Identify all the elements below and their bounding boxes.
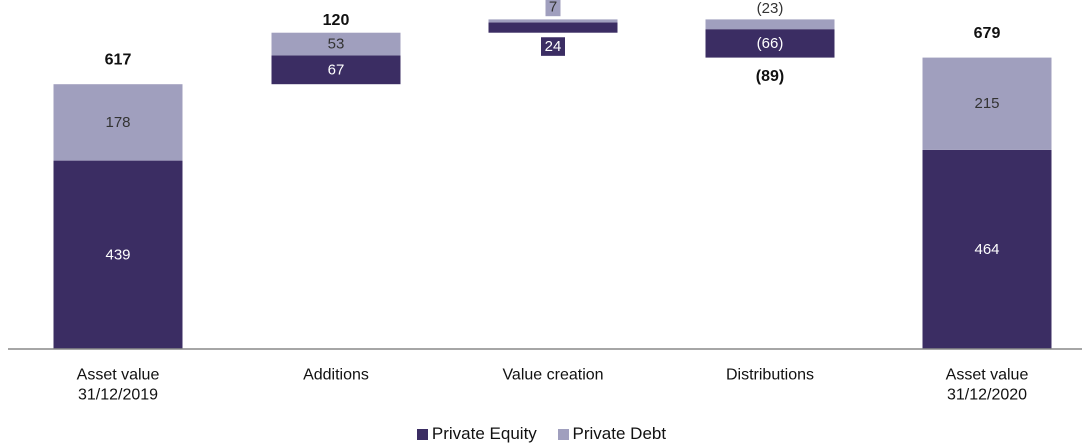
bar-2-total-label: 120 <box>323 12 350 29</box>
legend-item-private-debt: Private Debt <box>557 424 667 444</box>
x-tick-label-3: Value creation <box>502 367 603 384</box>
x-tick-label-5-line-2: 31/12/2020 <box>947 387 1027 404</box>
bar-4-private-equity <box>705 29 835 58</box>
bar-2-private-equity <box>271 55 401 85</box>
x-tick-label-5-line-1: Asset value <box>946 367 1029 384</box>
bar-1-private-equity <box>53 160 183 349</box>
bar-3-private-equity <box>488 22 618 33</box>
bar-2-pe-label: 67 <box>328 61 345 78</box>
bar-3-private-debt <box>488 19 618 23</box>
bars-group <box>53 19 1052 349</box>
bar-2-pd-label: 53 <box>328 36 345 53</box>
legend-label-private-debt: Private Debt <box>572 424 667 443</box>
legend-swatch-private-debt <box>557 429 569 440</box>
bar-1-total-label: 617 <box>105 52 132 69</box>
bar-5-pd-label: 215 <box>974 95 999 112</box>
x-tick-label-1-line-2: 31/12/2019 <box>78 387 158 404</box>
bar-4-pe-label: (66) <box>757 35 784 52</box>
x-tick-label-4: Distributions <box>726 367 814 384</box>
legend-swatch-private-equity <box>416 429 428 440</box>
bar-3-pd-label-bg <box>545 0 561 17</box>
bar-1-pe-label: 439 <box>105 246 130 263</box>
bar-3-pe-label: 24 <box>545 38 562 55</box>
bar-4-private-debt <box>705 19 835 30</box>
x-tick-label-1-line-1: Asset value <box>77 367 160 384</box>
bar-1-pd-label: 178 <box>105 114 130 131</box>
bar-1-private-debt <box>53 84 183 161</box>
bar-5-pe-label: 464 <box>974 241 999 258</box>
bar-5-private-equity <box>922 149 1052 349</box>
legend-item-private-equity: Private Equity <box>416 424 537 444</box>
bar-3-pe-label-bg <box>541 37 565 56</box>
legend-label-private-equity: Private Equity <box>431 424 537 443</box>
bar-4-pd-label: (23) <box>757 0 784 17</box>
bar-3-pd-label: 7 <box>549 0 557 15</box>
legend: Private Equity Private Debt <box>0 424 1083 444</box>
labels-group: 439178617675312024731(66)(23)(89)4642156… <box>105 0 1001 263</box>
bar-4-total-label: (89) <box>756 68 784 85</box>
x-tick-label-2: Additions <box>303 367 369 384</box>
bar-5-total-label: 679 <box>974 25 1001 42</box>
x-tick-labels: Asset value 31/12/2019 Additions Value crea… <box>77 367 1029 404</box>
bar-2-private-debt <box>271 32 401 56</box>
bar-5-private-debt <box>922 57 1052 150</box>
